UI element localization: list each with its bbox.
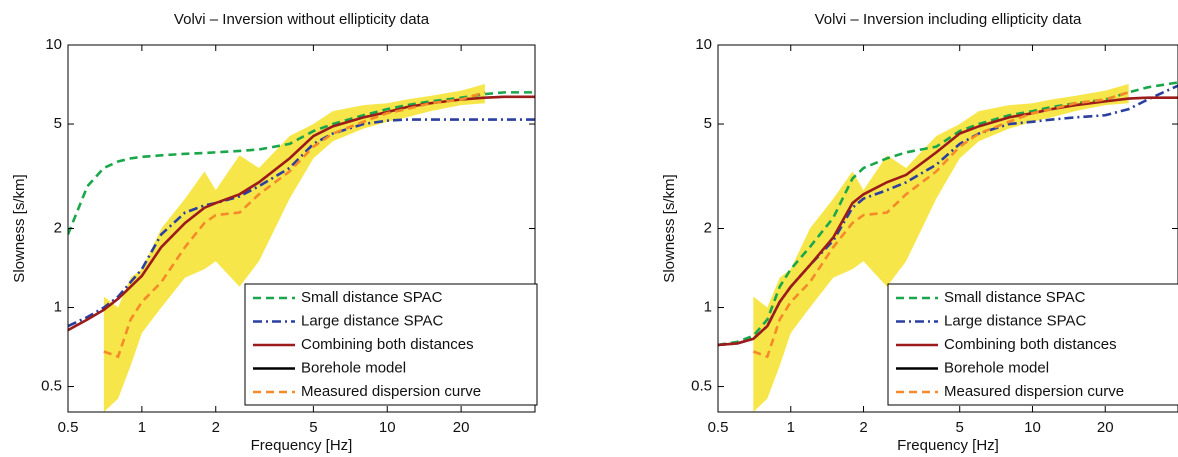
y-axis-label: Slowness [s/km] [661,174,678,282]
plot-area [68,84,535,412]
y-tick-label: 10 [45,36,62,53]
x-tick-label: 10 [1024,419,1041,436]
legend: Small distance SPAC Large distance SPAC Co… [244,283,538,406]
chart-title: Volvi – Inversion including ellipticity … [815,11,1082,28]
series-line [103,91,486,359]
legend-label: Small distance SPAC [944,289,1086,306]
x-tick-label: 0.5 [58,419,79,436]
y-tick-label: 2 [704,219,712,236]
legend-label: Borehole model [301,359,406,376]
legend-label: Combining both distances [301,336,474,353]
x-tick-label: 20 [1097,419,1114,436]
legend: Small distance SPAC Large distance SPAC Co… [887,283,1178,406]
legend-label: Combining both distances [944,336,1117,353]
x-tick-label: 5 [956,419,964,436]
legend-label: Measured dispersion curve [301,383,481,400]
x-tick-label: 1 [138,419,146,436]
chart-panel: Volvi – Inversion without ellipticity da… [11,11,538,454]
series-line [68,91,535,235]
x-tick-label: 2 [212,419,220,436]
x-tick-label: 10 [379,419,396,436]
legend-label: Large distance SPAC [301,312,443,329]
legend-label: Measured dispersion curve [944,383,1124,400]
y-axis-label: Slowness [s/km] [11,174,28,282]
series-line [68,118,535,328]
legend-label: Small distance SPAC [301,289,443,306]
x-tick-label: 5 [309,419,317,436]
x-tick-label: 0.5 [708,419,729,436]
legend-label: Borehole model [944,359,1049,376]
series-line [752,91,1130,359]
legend-label: Large distance SPAC [944,312,1086,329]
y-tick-label: 0.5 [41,378,62,395]
plot-area [718,81,1178,412]
y-tick-label: 1 [704,298,712,315]
series-line [718,96,1178,347]
x-tick-label: 1 [787,419,795,436]
chart-panel: Volvi – Inversion including ellipticity … [661,11,1178,454]
y-tick-label: 5 [54,115,62,132]
series-line [718,84,1178,347]
y-tick-label: 1 [54,298,62,315]
y-tick-label: 5 [704,115,712,132]
x-axis-label: Frequency [Hz] [897,437,999,454]
x-tick-label: 2 [859,419,867,436]
x-axis-label: Frequency [Hz] [251,437,353,454]
uncertainty-band [103,84,485,412]
chart-title: Volvi – Inversion without ellipticity da… [174,11,430,28]
x-tick-label: 20 [453,419,470,436]
y-tick-label: 10 [695,36,712,53]
y-tick-label: 2 [54,219,62,236]
y-tick-label: 0.5 [691,378,712,395]
